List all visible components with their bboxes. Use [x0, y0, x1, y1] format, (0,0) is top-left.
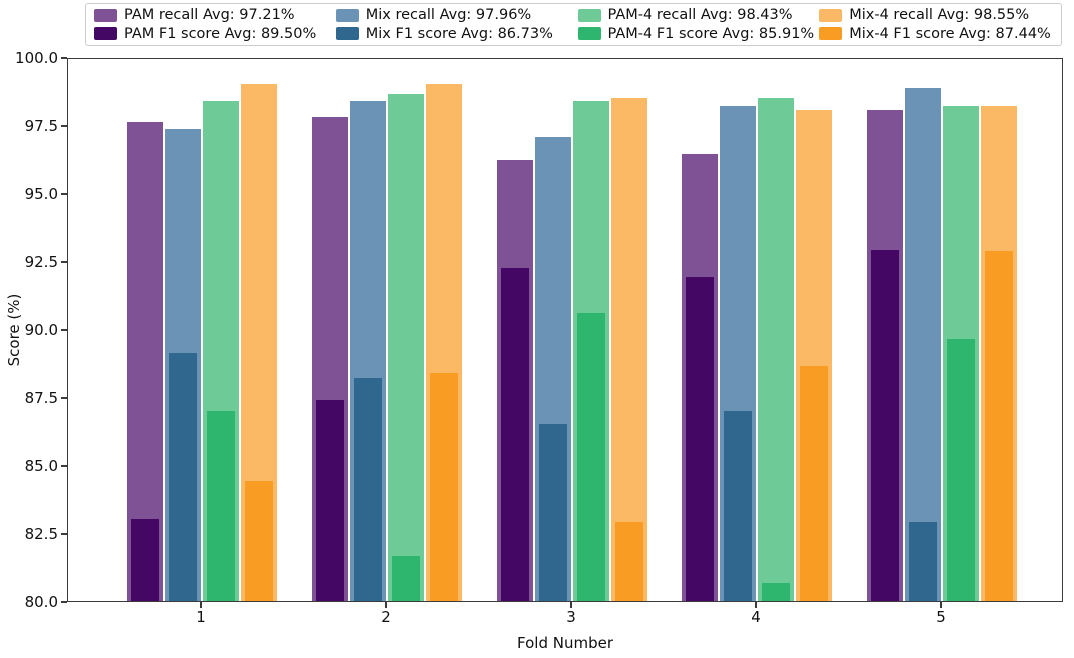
y-tick-mark — [61, 397, 67, 399]
y-tick-label: 100.0 — [15, 48, 58, 67]
y-tick-mark — [61, 601, 67, 603]
legend-item-pam-recall: PAM recall Avg: 97.21% — [94, 8, 336, 23]
legend-swatch-icon — [94, 8, 117, 22]
legend-column: Mix recall Avg: 97.96% Mix F1 score Avg: … — [335, 6, 578, 43]
legend-item-pam-4-f1-score: PAM-4 F1 score Avg: 85.91% — [577, 25, 820, 42]
y-tick-mark — [61, 465, 67, 467]
y-tick-label: 85.0 — [24, 456, 58, 475]
y-tick-label: 95.0 — [24, 184, 58, 203]
legend-label: Mix-4 F1 score Avg: 87.44% — [849, 25, 1051, 42]
bar-pam-f1-score-fold-4 — [685, 277, 715, 601]
legend-item-mix-4-f1-score: Mix-4 F1 score Avg: 87.44% — [819, 25, 1061, 42]
bar-mix-f1-score-fold-1 — [168, 353, 198, 601]
x-tick-mark — [200, 602, 202, 608]
bar-pam-4-f1-score-fold-2 — [391, 556, 421, 601]
x-tick-label: 4 — [751, 608, 761, 626]
x-tick-label: 3 — [566, 608, 576, 626]
legend-swatch-icon — [335, 27, 359, 41]
legend-label: Mix recall Avg: 97.96% — [365, 7, 532, 23]
bar-pam-4-f1-score-fold-4 — [761, 583, 791, 601]
bar-mix-4-f1-score-fold-5 — [984, 251, 1014, 601]
y-tick-mark — [61, 329, 67, 331]
bar-pam-4-f1-score-fold-3 — [576, 312, 606, 601]
legend-item-pam-4-recall: PAM-4 recall Avg: 98.43% — [577, 7, 820, 23]
legend-label: PAM-4 recall Avg: 98.43% — [607, 7, 793, 23]
bar-pam-f1-score-fold-1 — [130, 519, 160, 601]
bar-mix-f1-score-fold-4 — [723, 410, 753, 601]
bar-pam-4-f1-score-fold-1 — [206, 410, 236, 601]
y-tick-mark — [61, 125, 67, 127]
bar-mix-f1-score-fold-2 — [353, 377, 383, 601]
legend-label: Mix-4 recall Avg: 98.55% — [849, 7, 1030, 23]
legend-swatch-icon — [335, 8, 359, 22]
legend: PAM recall Avg: 97.21% PAM F1 score Avg: … — [85, 3, 1062, 46]
y-tick-label: 97.5 — [24, 116, 58, 135]
legend-swatch-icon — [577, 27, 601, 41]
bar-mix-4-f1-score-fold-4 — [799, 365, 829, 601]
y-tick-mark — [61, 193, 67, 195]
legend-swatch-icon — [819, 27, 843, 41]
bar-pam-f1-score-fold-3 — [500, 267, 530, 601]
legend-item-pam-f1-score: PAM F1 score Avg: 89.50% — [94, 25, 336, 42]
y-tick-label: 92.5 — [24, 252, 58, 271]
bar-mix-4-recall-fold-3 — [611, 97, 647, 601]
bar-mix-4-f1-score-fold-1 — [244, 481, 274, 601]
y-tick-label: 82.5 — [24, 524, 58, 543]
bar-pam-4-f1-score-fold-5 — [946, 338, 976, 601]
y-tick-mark — [61, 533, 67, 535]
x-tick-mark — [940, 602, 942, 608]
legend-swatch-icon — [819, 8, 843, 22]
bar-pam-4-recall-fold-2 — [388, 93, 424, 601]
bar-mix-f1-score-fold-3 — [538, 424, 568, 601]
legend-item-mix-recall: Mix recall Avg: 97.96% — [335, 7, 578, 23]
x-tick-mark — [755, 602, 757, 608]
y-tick-mark — [61, 57, 67, 59]
legend-item-mix-4-recall: Mix-4 recall Avg: 98.55% — [819, 8, 1061, 23]
bar-pam-f1-score-fold-2 — [315, 399, 345, 601]
x-axis-label: Fold Number — [517, 634, 613, 652]
bar-mix-4-f1-score-fold-2 — [429, 372, 459, 601]
legend-label: Mix F1 score Avg: 86.73% — [365, 25, 553, 42]
y-tick-label: 90.0 — [24, 320, 58, 339]
bar-mix-4-f1-score-fold-3 — [614, 522, 644, 601]
bar-mix-recall-fold-5 — [905, 88, 941, 601]
y-tick-label: 80.0 — [24, 592, 58, 611]
legend-swatch-icon — [94, 27, 117, 41]
x-tick-label: 5 — [936, 608, 946, 626]
y-axis-label: Score (%) — [5, 293, 23, 367]
x-tick-mark — [570, 602, 572, 608]
bar-pam-f1-score-fold-5 — [870, 250, 900, 601]
x-tick-label: 1 — [196, 608, 206, 626]
x-tick-label: 2 — [381, 608, 391, 626]
legend-swatch-icon — [577, 8, 601, 22]
y-tick-label: 87.5 — [24, 388, 58, 407]
legend-column: Mix-4 recall Avg: 98.55% Mix-4 F1 score A… — [819, 6, 1061, 43]
x-tick-mark — [385, 602, 387, 608]
plot-area — [67, 58, 1063, 602]
legend-label: PAM recall Avg: 97.21% — [124, 7, 295, 23]
bar-mix-f1-score-fold-5 — [908, 522, 938, 601]
legend-column: PAM-4 recall Avg: 98.43% PAM-4 F1 score A… — [577, 6, 820, 43]
legend-item-mix-f1-score: Mix F1 score Avg: 86.73% — [335, 25, 578, 42]
y-tick-mark — [61, 261, 67, 263]
legend-column: PAM recall Avg: 97.21% PAM F1 score Avg: … — [94, 6, 336, 43]
bar-pam-4-recall-fold-4 — [758, 97, 794, 601]
legend-label: PAM F1 score Avg: 89.50% — [124, 25, 317, 42]
legend-label: PAM-4 F1 score Avg: 85.91% — [607, 25, 815, 42]
